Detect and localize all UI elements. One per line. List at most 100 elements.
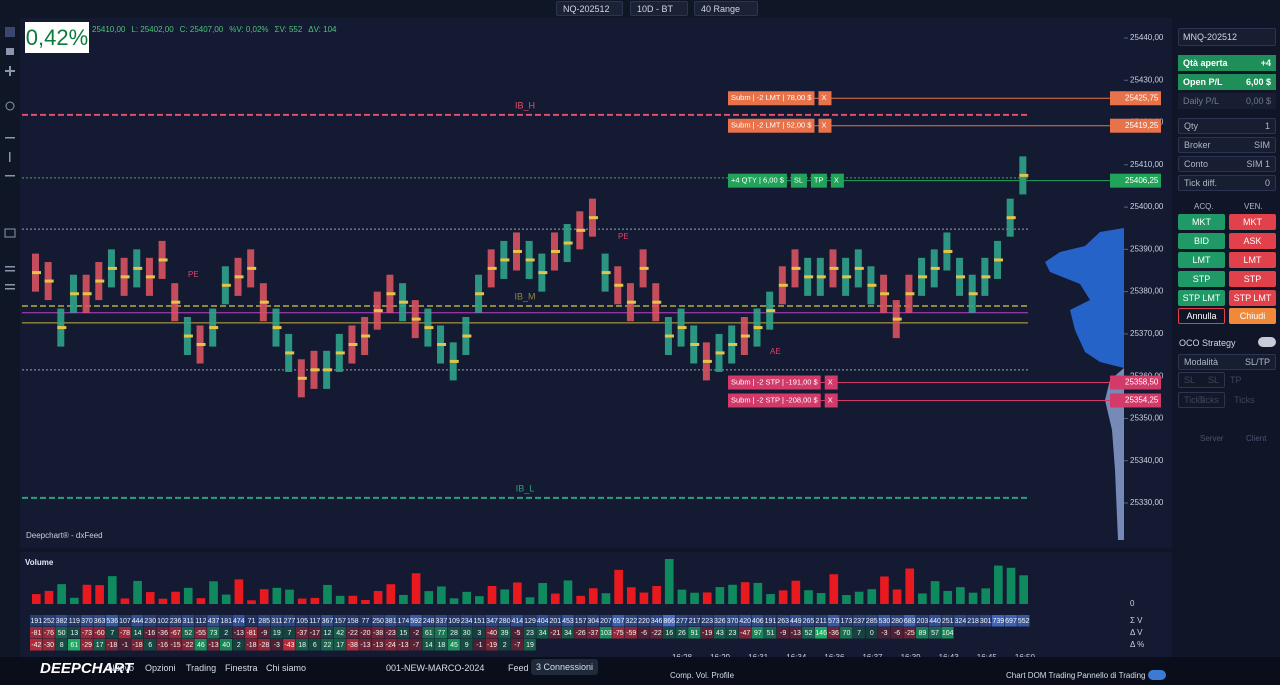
order-button[interactable] <box>824 393 838 408</box>
stats-cell <box>916 627 929 639</box>
stats-cell <box>992 615 1005 627</box>
stats-cell <box>283 627 296 639</box>
stats-cell <box>283 639 296 651</box>
stats-cell <box>865 627 878 639</box>
ticks-field[interactable]: Ticks Ticks <box>1178 392 1225 408</box>
order-button[interactable] <box>790 173 807 188</box>
footprint-poc <box>791 266 801 270</box>
stats-cell <box>371 639 384 651</box>
buy-button[interactable]: STP <box>1178 271 1225 287</box>
footprint-poc <box>285 351 295 355</box>
volume-bar <box>120 598 130 604</box>
sl-field[interactable]: SL SL <box>1178 372 1225 388</box>
stats-value: 217 <box>689 618 701 625</box>
volume-bar <box>386 584 396 604</box>
connections[interactable]: 3 Connessioni <box>531 659 599 675</box>
stats-cell <box>321 615 334 627</box>
buy-button[interactable]: LMT <box>1178 252 1225 268</box>
buy-button[interactable]: STP LMT <box>1178 290 1225 306</box>
radio-client[interactable]: Client <box>1246 434 1267 443</box>
panel-field[interactable]: Broker SIM <box>1178 137 1276 153</box>
stats-cell <box>878 615 891 627</box>
stats-cell <box>827 615 840 627</box>
panel-toggle[interactable]: Pannello di Trading <box>1077 671 1146 680</box>
stats-cell <box>460 615 473 627</box>
mode-field[interactable]: Modalità SL/TP <box>1178 354 1276 370</box>
stats-value: 220 <box>638 618 650 625</box>
stats-cell <box>42 639 55 651</box>
menu-item[interactable]: Nuovo <box>108 663 135 673</box>
stats-value: -3 <box>274 642 280 649</box>
volume-bar <box>854 591 864 604</box>
stats-cell <box>814 615 827 627</box>
stats-value: 414 <box>511 618 523 625</box>
footprint-poc <box>513 249 523 253</box>
stats-cell <box>726 627 739 639</box>
order-button[interactable] <box>830 173 844 188</box>
range-select[interactable]: 40 Range <box>694 1 758 16</box>
order-button[interactable] <box>810 173 827 188</box>
sell-button[interactable]: STP LMT <box>1229 290 1276 306</box>
sell-button[interactable]: ASK <box>1229 233 1276 249</box>
footprint-poc <box>335 351 345 355</box>
sell-button[interactable]: MKT <box>1229 214 1276 230</box>
volume-bar <box>968 592 978 604</box>
dom-toggle[interactable]: Chart DOM Trading <box>1006 671 1076 680</box>
menu-item[interactable]: Opzioni <box>145 663 176 673</box>
stats-cell <box>650 615 663 627</box>
stats-cell <box>295 627 308 639</box>
footprint-poc <box>424 326 434 330</box>
close-button[interactable]: Chiudi <box>1229 308 1276 324</box>
stats-cell <box>359 639 372 651</box>
stats-cell <box>776 627 789 639</box>
sell-button[interactable]: LMT <box>1229 252 1276 268</box>
panel-field[interactable]: Qty 1 <box>1178 118 1276 134</box>
oco-toggle[interactable] <box>1258 337 1276 347</box>
stats-value: -21 <box>550 630 560 637</box>
stats-value: -7 <box>413 642 419 649</box>
stats-cell <box>156 627 169 639</box>
stats-cell <box>789 615 802 627</box>
stats-cell <box>346 627 359 639</box>
stats-cell <box>169 627 182 639</box>
stats-cell <box>270 639 283 651</box>
volume-bar <box>272 587 282 604</box>
stats-cell <box>637 627 650 639</box>
stats-value: -37 <box>297 630 307 637</box>
profile-toggle[interactable]: Comp. Vol. Profile <box>670 671 735 680</box>
menu-item[interactable]: Chi siamo <box>266 663 307 673</box>
volume-bar <box>57 584 66 604</box>
order-button[interactable] <box>824 375 838 390</box>
volume-bar <box>462 591 472 604</box>
symbol-select[interactable]: NQ-202512 <box>556 1 623 16</box>
period-select[interactable]: 10D - BT <box>630 1 688 16</box>
stats-value: 449 <box>790 618 802 625</box>
field-text: Ticks <box>1198 395 1219 405</box>
sell-button[interactable]: STP <box>1229 271 1276 287</box>
stats-cell <box>131 627 144 639</box>
stats-cell <box>548 615 562 627</box>
order-button[interactable] <box>818 118 832 133</box>
volume-bar <box>538 583 547 604</box>
stats-value: 28 <box>450 630 458 637</box>
stats-cell <box>93 615 106 627</box>
footprint-poc <box>740 334 750 338</box>
stats-cell <box>232 615 245 627</box>
workspace[interactable]: 001-NEW-MARCO-2024 <box>386 663 485 673</box>
stats-cell <box>194 627 207 639</box>
buy-button[interactable]: BID <box>1178 233 1225 249</box>
order-button[interactable] <box>818 91 832 106</box>
menu-item[interactable]: Trading <box>186 663 217 673</box>
stats-value: 157 <box>575 618 587 625</box>
panel-field[interactable]: Conto SIM 1 <box>1178 156 1276 172</box>
panel-switch[interactable] <box>1148 670 1166 680</box>
cancel-button[interactable]: Annulla <box>1178 308 1225 324</box>
buy-button[interactable]: MKT <box>1178 214 1225 230</box>
stats-value: 311 <box>271 618 282 625</box>
panel-symbol[interactable]: MNQ-202512 <box>1178 28 1276 46</box>
stats-value: 683 <box>904 618 916 625</box>
menu-item[interactable]: Finestra <box>225 663 258 673</box>
tick-diff[interactable]: Tick diff. 0 <box>1178 175 1276 191</box>
stats-cell <box>700 627 714 639</box>
radio-server[interactable]: Server <box>1200 434 1224 443</box>
